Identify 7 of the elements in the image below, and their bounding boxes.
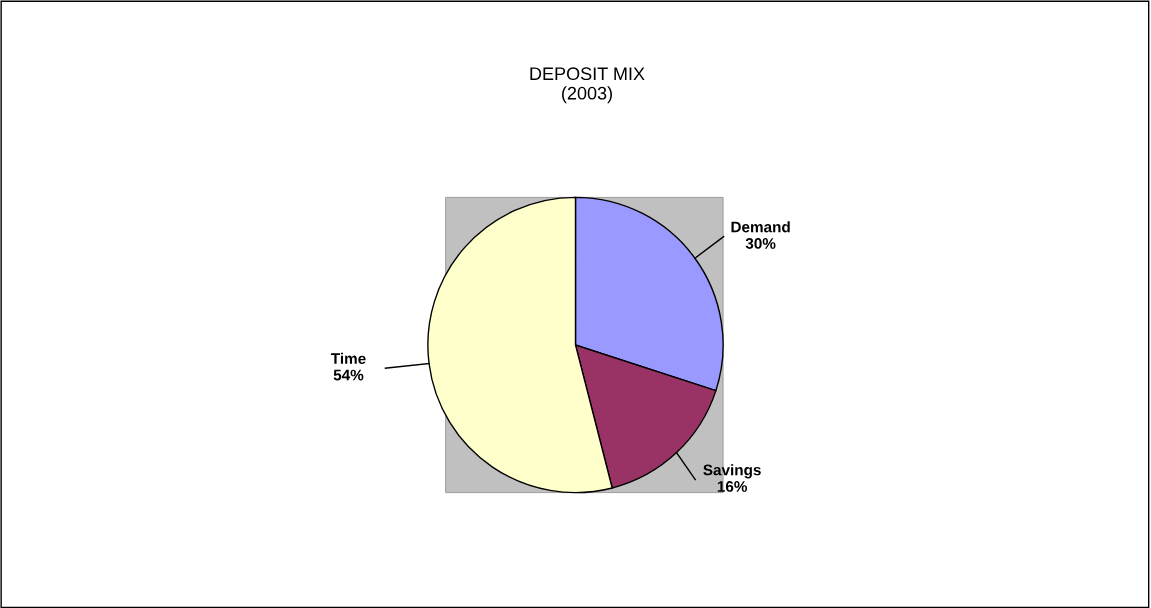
data-label: 30% — [745, 238, 776, 249]
slice-label: Savings — [703, 464, 761, 479]
data-label: 54% — [333, 369, 364, 381]
data-label: 16% — [717, 481, 748, 492]
chart-title: DEPOSIT MIX (2003) — [530, 67, 645, 104]
slice-label: Demand — [731, 221, 790, 233]
legend-label: Time — [330, 352, 366, 364]
